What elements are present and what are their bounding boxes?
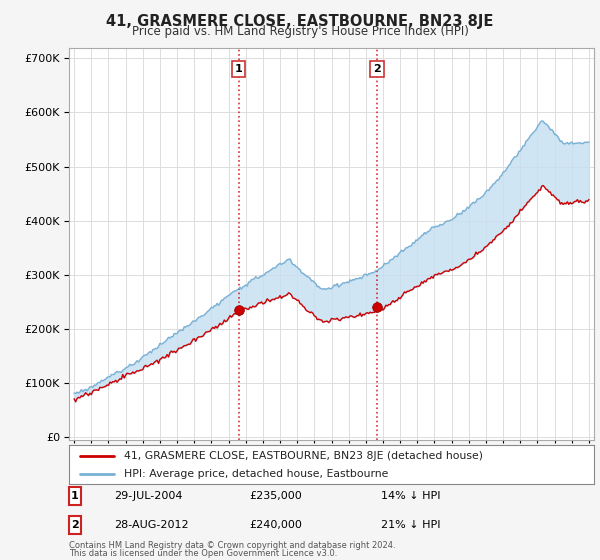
Text: 1: 1 [235,64,242,74]
Text: This data is licensed under the Open Government Licence v3.0.: This data is licensed under the Open Gov… [69,549,337,558]
Text: £235,000: £235,000 [249,491,302,501]
Text: 14% ↓ HPI: 14% ↓ HPI [381,491,440,501]
Text: HPI: Average price, detached house, Eastbourne: HPI: Average price, detached house, East… [124,469,389,479]
Text: 41, GRASMERE CLOSE, EASTBOURNE, BN23 8JE: 41, GRASMERE CLOSE, EASTBOURNE, BN23 8JE [106,14,494,29]
Text: 1: 1 [71,491,79,501]
Text: 29-JUL-2004: 29-JUL-2004 [114,491,182,501]
Text: 41, GRASMERE CLOSE, EASTBOURNE, BN23 8JE (detached house): 41, GRASMERE CLOSE, EASTBOURNE, BN23 8JE… [124,451,483,461]
Text: Contains HM Land Registry data © Crown copyright and database right 2024.: Contains HM Land Registry data © Crown c… [69,541,395,550]
Text: 2: 2 [373,64,381,74]
Text: 2: 2 [71,520,79,530]
Text: 21% ↓ HPI: 21% ↓ HPI [381,520,440,530]
Text: Price paid vs. HM Land Registry's House Price Index (HPI): Price paid vs. HM Land Registry's House … [131,25,469,38]
Text: 28-AUG-2012: 28-AUG-2012 [114,520,188,530]
Text: £240,000: £240,000 [249,520,302,530]
